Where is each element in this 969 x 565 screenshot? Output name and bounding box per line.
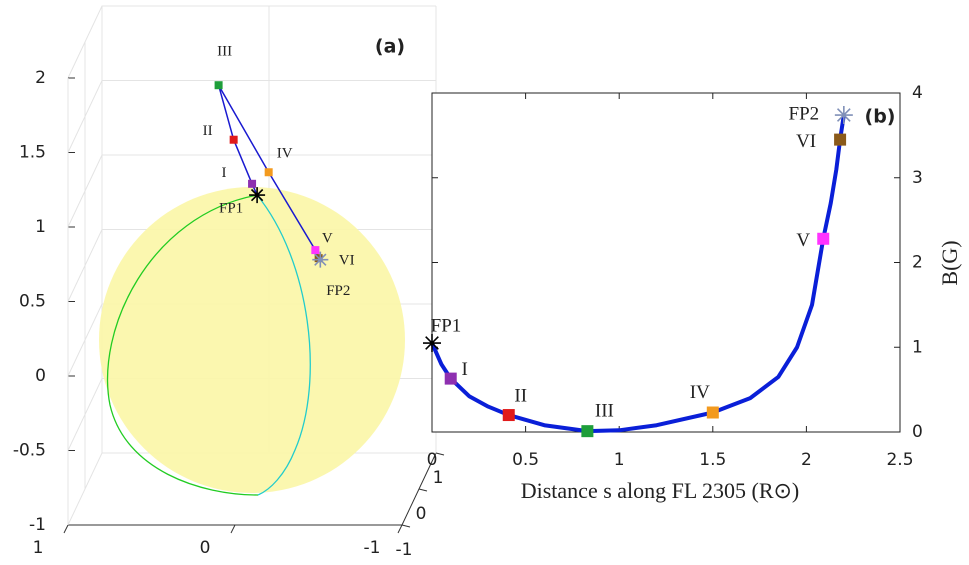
panel-title: (b) — [865, 106, 896, 128]
point-marker — [423, 334, 441, 353]
point-marker — [706, 406, 719, 419]
x-tick — [397, 524, 403, 534]
point-label: II — [203, 123, 213, 139]
point-marker — [214, 81, 223, 90]
y-tick-label: 4 — [912, 83, 923, 103]
x-axis-label: Distance s along FL 2305 (R⊙) — [521, 478, 800, 503]
z-tick-label: 0.5 — [19, 292, 46, 312]
y-tick — [435, 452, 445, 456]
y-axis-label: B(G) — [937, 240, 962, 285]
point-marker — [834, 106, 853, 125]
grid-line — [67, 80, 436, 153]
x-tick-label: -1 — [364, 538, 381, 558]
point-marker — [229, 135, 238, 144]
x-tick-label: 1.5 — [699, 450, 726, 470]
point-label: IV — [690, 382, 710, 403]
point-marker — [248, 179, 257, 188]
y-tick-label: 0 — [416, 504, 427, 524]
point-label: II — [514, 385, 527, 406]
point-label: I — [462, 359, 468, 380]
panel-a-grid: 21.510.50-0.5-11 0 -110-1 — [13, 5, 445, 560]
y-tick-label: -1 — [396, 540, 413, 560]
point-marker — [264, 168, 273, 177]
meridian-green — [106, 194, 259, 496]
y-tick-label: 3 — [912, 168, 923, 188]
x-tick — [230, 524, 236, 534]
y-tick-label: 0 — [912, 422, 923, 442]
point-label: III — [217, 44, 232, 60]
point-label: VI — [796, 131, 816, 152]
point-label: IV — [277, 146, 293, 162]
point-label: V — [796, 230, 810, 251]
point-label: FP2 — [789, 103, 820, 124]
point-label: I — [222, 165, 227, 181]
y-tick — [418, 488, 428, 492]
point-marker — [311, 246, 320, 255]
point-marker — [444, 372, 457, 385]
point-marker — [312, 251, 329, 268]
z-tick-label: -0.5 — [13, 441, 46, 461]
y-tick — [401, 524, 411, 528]
point-label: FP2 — [326, 283, 350, 299]
sun-sphere — [99, 187, 405, 493]
point-label: V — [322, 231, 333, 247]
point-label: VI — [339, 253, 355, 269]
point-marker — [502, 409, 515, 422]
point-label: FP1 — [431, 315, 462, 336]
point-marker — [817, 232, 830, 245]
x-tick-label: 1 — [614, 450, 625, 470]
z-tick-label: -1 — [29, 515, 46, 535]
y-tick-label: 1 — [912, 337, 923, 357]
z-tick-label: 2 — [35, 68, 46, 88]
z-tick-label: 1.5 — [19, 143, 46, 163]
panel-a-sphere — [99, 187, 405, 496]
field-strength-line — [430, 114, 846, 434]
meridian-cyan — [256, 194, 311, 496]
x-tick-label: 0 — [200, 538, 211, 558]
x-tick-label: 0 — [427, 450, 438, 470]
y-tick-label: 1 — [433, 468, 444, 488]
z-tick-label: 0 — [35, 366, 46, 386]
plot-area — [431, 92, 901, 433]
point-marker — [249, 187, 266, 204]
point-label: FP1 — [219, 201, 243, 217]
panel-title: (a) — [375, 36, 405, 58]
z-tick-label: 1 — [35, 217, 46, 237]
x-tick-label: 2.5 — [886, 450, 913, 470]
x-tick-label: 0.5 — [512, 450, 539, 470]
x-tick-label: 1 — [33, 538, 44, 558]
point-label: III — [595, 401, 614, 422]
x-tick — [63, 524, 69, 534]
point-marker — [581, 425, 594, 438]
x-tick-label: 2 — [801, 450, 812, 470]
y-tick-label: 2 — [912, 253, 923, 273]
point-marker — [834, 133, 847, 146]
